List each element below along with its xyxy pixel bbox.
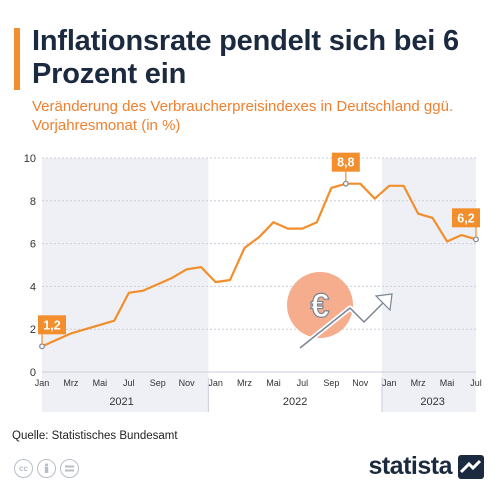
chart-subtitle: Veränderung des Verbraucherpreisindexes … <box>32 98 454 134</box>
person-icon <box>37 459 56 478</box>
statista-brand[interactable]: statista <box>368 452 484 481</box>
x-tick-label: Jul <box>470 378 482 388</box>
annotated-point <box>473 236 479 243</box>
y-tick-label: 6 <box>30 239 36 251</box>
data-label: 8,8 <box>337 156 354 170</box>
x-tick-label: Mrz <box>63 378 78 388</box>
annotated-point <box>342 180 349 187</box>
equals-icon <box>60 459 79 478</box>
annotation-box <box>38 315 66 335</box>
page-title: Inflationsrate pendelt sich bei 6 Prozen… <box>32 25 459 90</box>
x-tick-label: Nov <box>352 378 369 388</box>
x-tick-label: Mai <box>266 378 281 388</box>
x-tick-label: Jul <box>297 378 309 388</box>
x-tick-label: Mrz <box>237 378 252 388</box>
annotation-box <box>331 152 360 172</box>
y-tick-label: 0 <box>30 367 36 379</box>
euro-symbol: € <box>311 287 330 325</box>
x-tick-label: Jan <box>35 378 50 388</box>
license-icons: cc <box>14 459 79 478</box>
cc-icon: cc <box>14 459 33 478</box>
line-chart: 0 2 4 6 8 10 Jan Mrz Mai Jul Sep Nov Jan Mrz Mai Jul Sep… <box>24 152 482 412</box>
year-band-2021 <box>42 158 209 412</box>
x-tick-label: Nov <box>179 378 196 388</box>
title-accent-bar <box>14 28 20 90</box>
y-tick-label: 10 <box>24 153 36 165</box>
x-tick-label: Sep <box>323 378 339 388</box>
y-tick-label: 4 <box>30 281 36 293</box>
arrow-outline <box>299 297 389 349</box>
annotation-box <box>452 208 480 228</box>
y-tick-label: 2 <box>30 324 36 336</box>
data-label: 1,2 <box>43 318 60 332</box>
source-note: Quelle: Statistisches Bundesamt <box>12 430 178 442</box>
year-label-2022: 2022 <box>283 396 307 408</box>
arrow-head <box>374 293 393 312</box>
x-tick-label: Jan <box>208 378 223 388</box>
year-label-2023: 2023 <box>420 396 444 408</box>
x-tick-label: Mrz <box>411 378 426 388</box>
x-tick-label: Jul <box>123 378 135 388</box>
annotated-point <box>39 343 45 350</box>
year-band-2023 <box>381 158 476 412</box>
brand-name: statista <box>368 452 452 480</box>
x-tick-label: Sep <box>150 378 166 388</box>
year-label-2021: 2021 <box>109 396 133 408</box>
x-tick-label: Jan <box>382 378 397 388</box>
data-label: 6,2 <box>457 211 474 225</box>
x-tick-label: Mai <box>93 378 108 388</box>
y-tick-label: 8 <box>30 196 36 208</box>
statista-logo-icon <box>458 454 484 479</box>
x-tick-label: Mai <box>440 378 455 388</box>
